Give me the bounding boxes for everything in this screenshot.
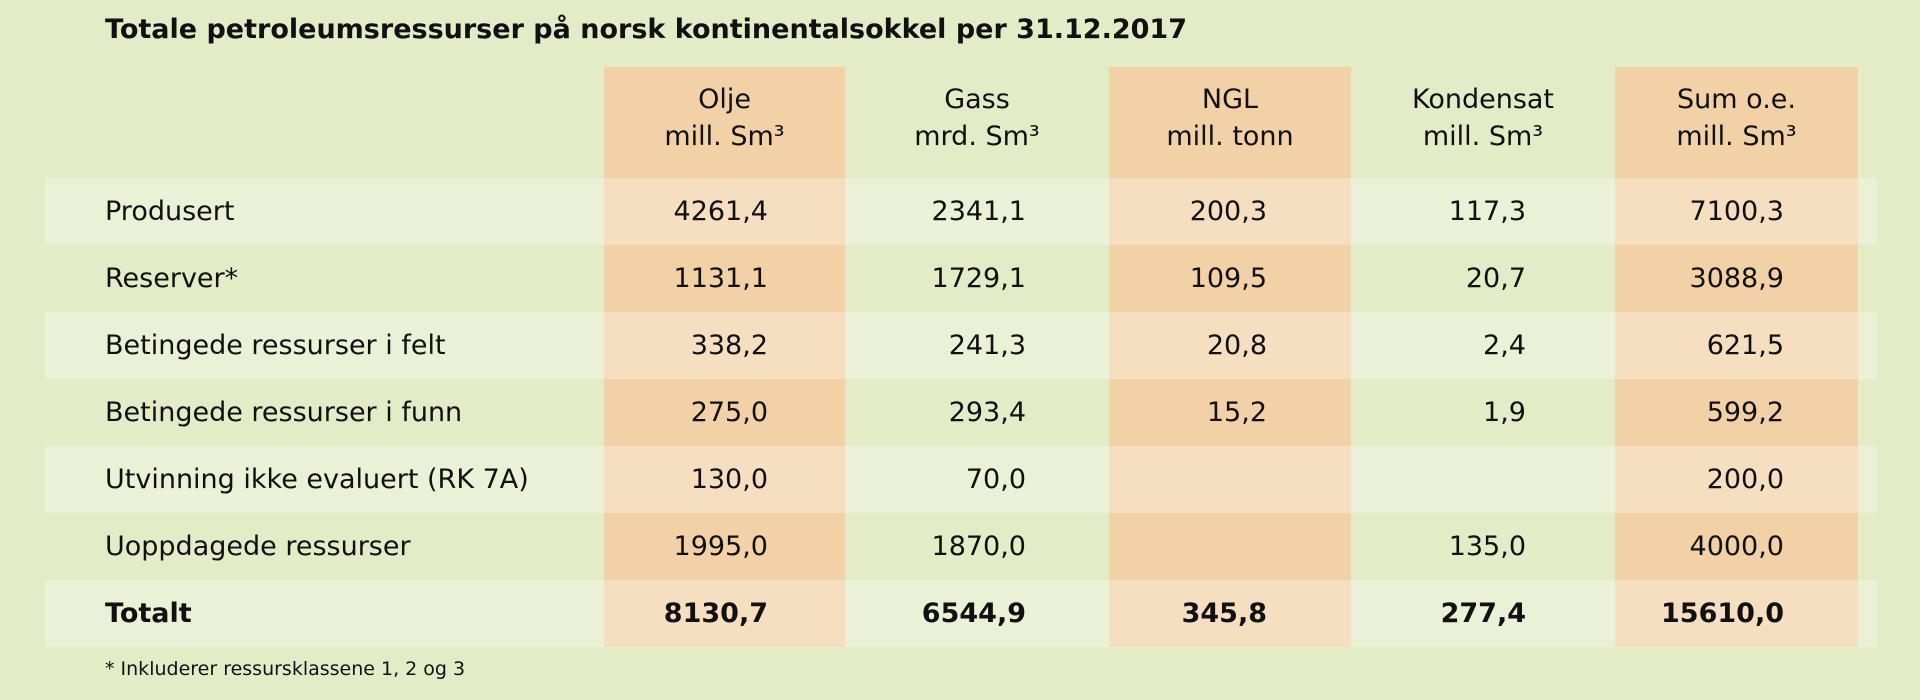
- column-bg: [604, 446, 845, 513]
- column-bg: [1109, 513, 1351, 580]
- cell-value: 1729,1: [931, 263, 1026, 294]
- column-bg: [604, 178, 845, 245]
- column-header: NGL: [1201, 84, 1259, 115]
- cell-value: 3088,9: [1689, 263, 1784, 294]
- column-bg: [604, 513, 845, 580]
- column-header: Sum o.e.: [1677, 84, 1796, 115]
- row-stripe: [45, 178, 1877, 245]
- column-header: mill. Sm³: [1676, 121, 1797, 152]
- row-label: Utvinning ikke evaluert (RK 7A): [105, 464, 529, 495]
- cell-value: 109,5: [1189, 263, 1267, 294]
- column-header: mill. Sm³: [664, 121, 785, 152]
- column-header: Kondensat: [1411, 84, 1555, 115]
- cell-value: 621,5: [1706, 330, 1784, 361]
- column-header: mrd. Sm³: [914, 121, 1040, 152]
- header-bg: [604, 67, 845, 178]
- cell-value: 1870,0: [931, 531, 1026, 562]
- cell-value: 200,0: [1706, 464, 1784, 495]
- title: Totale petroleumsressurser på norsk kont…: [105, 14, 1187, 45]
- cell-value: 15610,0: [1661, 598, 1784, 629]
- column-bg: [604, 379, 845, 446]
- column-bg: [1615, 312, 1858, 379]
- cell-value: 4261,4: [673, 196, 768, 227]
- cell-value: 135,0: [1448, 531, 1526, 562]
- row-label: Reserver*: [105, 263, 239, 294]
- column-header: mill. Sm³: [1422, 121, 1544, 152]
- cell-value: 2,4: [1483, 330, 1526, 361]
- column-bg: [1109, 580, 1351, 647]
- row-stripe: [45, 312, 1877, 379]
- cell-value: 1,9: [1483, 397, 1526, 428]
- column-header: mill. tonn: [1166, 121, 1294, 152]
- cell-value: 345,8: [1181, 598, 1267, 629]
- cell-value: 293,4: [948, 397, 1026, 428]
- cell-value: 15,2: [1206, 397, 1267, 428]
- cell-value: 20,8: [1206, 330, 1267, 361]
- column-bg: [604, 245, 845, 312]
- cell-value: 275,0: [690, 397, 768, 428]
- row-stripe: [45, 580, 1877, 647]
- column-bg: [1615, 446, 1858, 513]
- cell-value: 6544,9: [921, 598, 1026, 629]
- cell-value: 200,3: [1189, 196, 1267, 227]
- row-stripe: [45, 446, 1877, 513]
- cell-value: 241,3: [948, 330, 1026, 361]
- column-header: Gass: [944, 84, 1010, 115]
- column-bg: [1109, 379, 1351, 446]
- cell-value: 70,0: [965, 464, 1026, 495]
- cell-value: 338,2: [690, 330, 768, 361]
- cell-value: 7100,3: [1689, 196, 1784, 227]
- column-bg: [1615, 178, 1858, 245]
- column-bg: [1615, 513, 1858, 580]
- cell-value: 1995,0: [673, 531, 768, 562]
- column-bg: [604, 580, 845, 647]
- row-label: Uoppdagede ressurser: [105, 531, 411, 562]
- cell-value: 277,4: [1440, 598, 1526, 629]
- cell-value: 4000,0: [1689, 531, 1784, 562]
- column-bg: [1109, 446, 1351, 513]
- column-bg: [1109, 245, 1351, 312]
- column-bg: [1109, 312, 1351, 379]
- column-bg: [1615, 379, 1858, 446]
- row-label: Produsert: [105, 196, 235, 227]
- column-bg: [1615, 580, 1858, 647]
- cell-value: 130,0: [690, 464, 768, 495]
- column-bg: [604, 312, 845, 379]
- column-header: Olje: [698, 84, 751, 115]
- column-bg: [1615, 245, 1858, 312]
- cell-value: 2341,1: [931, 196, 1026, 227]
- header-bg: [1109, 67, 1351, 178]
- cell-value: 117,3: [1448, 196, 1526, 227]
- footnote: * Inkluderer ressursklassene 1, 2 og 3: [105, 658, 466, 680]
- row-label: Totalt: [105, 598, 192, 629]
- column-bg: [1109, 178, 1351, 245]
- row-label: Betingede ressurser i funn: [105, 397, 463, 428]
- cell-value: 599,2: [1706, 397, 1784, 428]
- cell-value: 1131,1: [673, 263, 768, 294]
- cell-value: 20,7: [1465, 263, 1526, 294]
- row-label: Betingede ressurser i felt: [105, 330, 446, 361]
- cell-value: 8130,7: [663, 598, 768, 629]
- header-bg: [1615, 67, 1858, 178]
